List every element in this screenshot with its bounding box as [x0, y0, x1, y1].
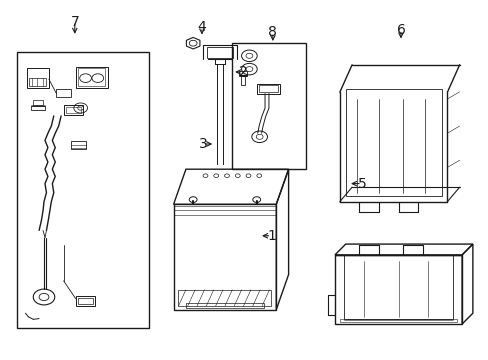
Bar [63, 105, 83, 115]
Bar [232, 43, 305, 169]
Bar [339, 319, 456, 322]
Bar [178, 290, 271, 306]
Bar [345, 90, 441, 196]
Bar [29, 78, 46, 86]
Bar [17, 52, 149, 328]
Bar [240, 76, 245, 85]
Text: 7: 7 [70, 15, 79, 28]
Bar [239, 71, 246, 75]
Bar [27, 68, 49, 88]
Bar [259, 85, 277, 92]
Text: 3: 3 [198, 137, 207, 151]
Text: 5: 5 [357, 177, 366, 190]
Bar [76, 296, 95, 306]
Bar [78, 298, 93, 304]
Bar [56, 89, 71, 97]
Bar [33, 100, 43, 105]
Text: 1: 1 [266, 229, 275, 243]
Bar [334, 255, 461, 324]
Bar [185, 303, 264, 308]
Text: 4: 4 [197, 20, 206, 34]
Bar [256, 84, 280, 94]
Bar [173, 204, 276, 310]
Bar [66, 107, 81, 113]
Bar [31, 106, 45, 110]
Text: 2: 2 [238, 65, 247, 79]
Bar [78, 68, 105, 86]
Bar [71, 141, 85, 149]
Text: 6: 6 [396, 23, 405, 36]
Bar [343, 255, 452, 319]
Bar [76, 67, 107, 88]
Bar [206, 47, 233, 58]
Text: 8: 8 [268, 26, 277, 39]
